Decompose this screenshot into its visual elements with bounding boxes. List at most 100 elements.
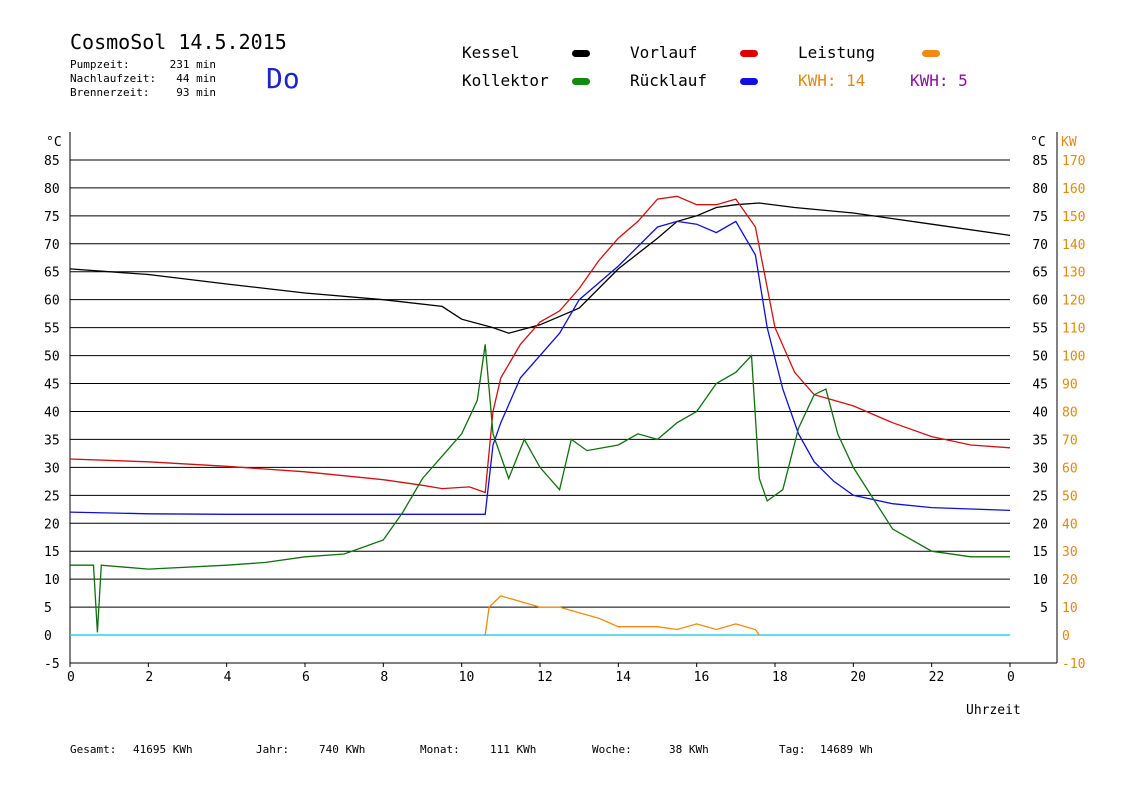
y-tick-right-kw: 100 (1062, 350, 1085, 365)
y-tick-right-kw: 70 (1062, 433, 1078, 448)
legend-vorlauf: Vorlauf (630, 43, 698, 62)
legend-kessel: Kessel (462, 43, 520, 62)
y-axis-label-right-kw: KW (1061, 135, 1077, 150)
footer-gesamt-value: 41695 KWh (133, 743, 193, 756)
footer-gesamt-label: Gesamt: (70, 743, 117, 756)
x-tick-label: 12 (537, 670, 553, 685)
y-tick-right-c: 80 (1032, 182, 1048, 197)
stat-nachlaufzeit-value: 44 min (176, 72, 216, 85)
stat-brennerzeit-value: 93 min (176, 86, 216, 99)
series-line-kollektor (70, 344, 1010, 633)
footer-woche-label: Woche: (592, 743, 632, 756)
y-tick-right-c: 10 (1032, 573, 1048, 588)
y-tick-left: 75 (44, 210, 60, 225)
y-tick-right-c: 75 (1032, 210, 1048, 225)
y-tick-right-c: 85 (1032, 154, 1048, 169)
footer-tag-value: 14689 Wh (820, 743, 873, 756)
y-axis-label-right-c: °C (1030, 135, 1046, 150)
y-tick-right-kw: 20 (1062, 573, 1078, 588)
y-tick-right-kw: 120 (1062, 294, 1085, 309)
y-tick-right-c: 70 (1032, 238, 1048, 253)
legend-kollektor: Kollektor (462, 71, 549, 90)
y-tick-right-kw: 80 (1062, 405, 1078, 420)
x-tick-label: 2 (145, 670, 153, 685)
stat-pumpzeit-value: 231 min (169, 58, 216, 71)
y-tick-right-kw: -10 (1062, 657, 1085, 672)
y-tick-left: 55 (44, 322, 60, 337)
y-tick-right-kw: 30 (1062, 545, 1078, 560)
legend-leistung: Leistung (798, 43, 876, 62)
series-line-kessel (69, 202, 1011, 334)
footer-jahr-label: Jahr: (256, 743, 290, 756)
series-line-vorlauf (69, 195, 1011, 494)
x-tick-label: 0 (1007, 670, 1015, 685)
x-tick-label: 14 (615, 670, 631, 685)
legend-leistung-swatch (922, 50, 940, 57)
series-line-leistung (484, 595, 760, 636)
y-tick-right-kw: 10 (1062, 601, 1078, 616)
y-tick-right-c: 15 (1032, 545, 1048, 560)
footer-tag-label: Tag: (779, 743, 806, 756)
y-tick-right-c: 55 (1032, 322, 1048, 337)
y-tick-right-kw: 140 (1062, 238, 1085, 253)
y-tick-right-c: 65 (1032, 266, 1048, 281)
y-tick-right-c: 5 (1040, 601, 1048, 616)
legend-ruecklauf-swatch (740, 78, 758, 85)
y-tick-right-c: 60 (1032, 294, 1048, 309)
y-tick-left: 50 (44, 350, 60, 365)
y-tick-right-c: 50 (1032, 350, 1048, 365)
kwh-orange: KWH: 14 (798, 71, 866, 90)
y-tick-right-kw: 170 (1062, 154, 1085, 169)
y-tick-right-kw: 60 (1062, 461, 1078, 476)
y-tick-left: 25 (44, 489, 60, 504)
x-tick-label: 8 (380, 670, 388, 685)
y-tick-left: 65 (44, 266, 60, 281)
y-tick-right-kw: 90 (1062, 378, 1078, 393)
stat-brennerzeit-label: Brennerzeit: (70, 86, 150, 99)
x-tick-label: 0 (67, 670, 75, 685)
y-tick-left: -5 (44, 657, 60, 672)
y-tick-left: 60 (44, 294, 60, 309)
y-tick-left: 80 (44, 182, 60, 197)
y-tick-right-kw: 110 (1062, 322, 1085, 337)
footer-woche-value: 38 KWh (669, 743, 709, 756)
y-tick-left: 0 (44, 629, 52, 644)
y-axis-label-left: °C (46, 135, 62, 150)
footer-jahr-value: 740 KWh (319, 743, 366, 756)
footer-monat-label: Monat: (420, 743, 460, 756)
legend-ruecklauf: Rücklauf (630, 71, 708, 90)
y-tick-right-c: 20 (1032, 517, 1048, 532)
y-tick-right-c: 35 (1032, 433, 1048, 448)
x-axis-label: Uhrzeit (966, 703, 1021, 718)
y-tick-right-kw: 130 (1062, 266, 1085, 281)
y-tick-left: 20 (44, 517, 60, 532)
stat-nachlaufzeit-label: Nachlaufzeit: (70, 72, 157, 85)
y-tick-right-c: 25 (1032, 489, 1048, 504)
y-tick-left: 85 (44, 154, 60, 169)
stat-pumpzeit-label: Pumpzeit: (70, 58, 130, 71)
y-tick-right-kw: 50 (1062, 489, 1078, 504)
series-line-rücklauf (69, 220, 1011, 515)
y-tick-left: 40 (44, 405, 60, 420)
x-tick-label: 16 (694, 670, 710, 685)
y-tick-right-kw: 160 (1062, 182, 1085, 197)
chart-title: CosmoSol 14.5.2015 (70, 30, 287, 54)
x-tick-label: 22 (929, 670, 945, 685)
y-tick-right-c: 40 (1032, 405, 1048, 420)
y-tick-left: 5 (44, 601, 52, 616)
y-tick-left: 15 (44, 545, 60, 560)
x-tick-label: 4 (224, 670, 232, 685)
legend-vorlauf-swatch (740, 50, 758, 57)
weekday-label: Do (266, 62, 300, 95)
y-tick-right-c: 30 (1032, 461, 1048, 476)
x-tick-label: 6 (302, 670, 310, 685)
legend-kessel-swatch (572, 50, 590, 57)
y-tick-right-c: 45 (1032, 378, 1048, 393)
y-tick-left: 45 (44, 378, 60, 393)
x-tick-label: 10 (459, 670, 475, 685)
y-tick-right-kw: 0 (1062, 629, 1070, 644)
y-tick-right-kw: 40 (1062, 517, 1078, 532)
y-tick-left: 10 (44, 573, 60, 588)
x-tick-label: 18 (772, 670, 788, 685)
